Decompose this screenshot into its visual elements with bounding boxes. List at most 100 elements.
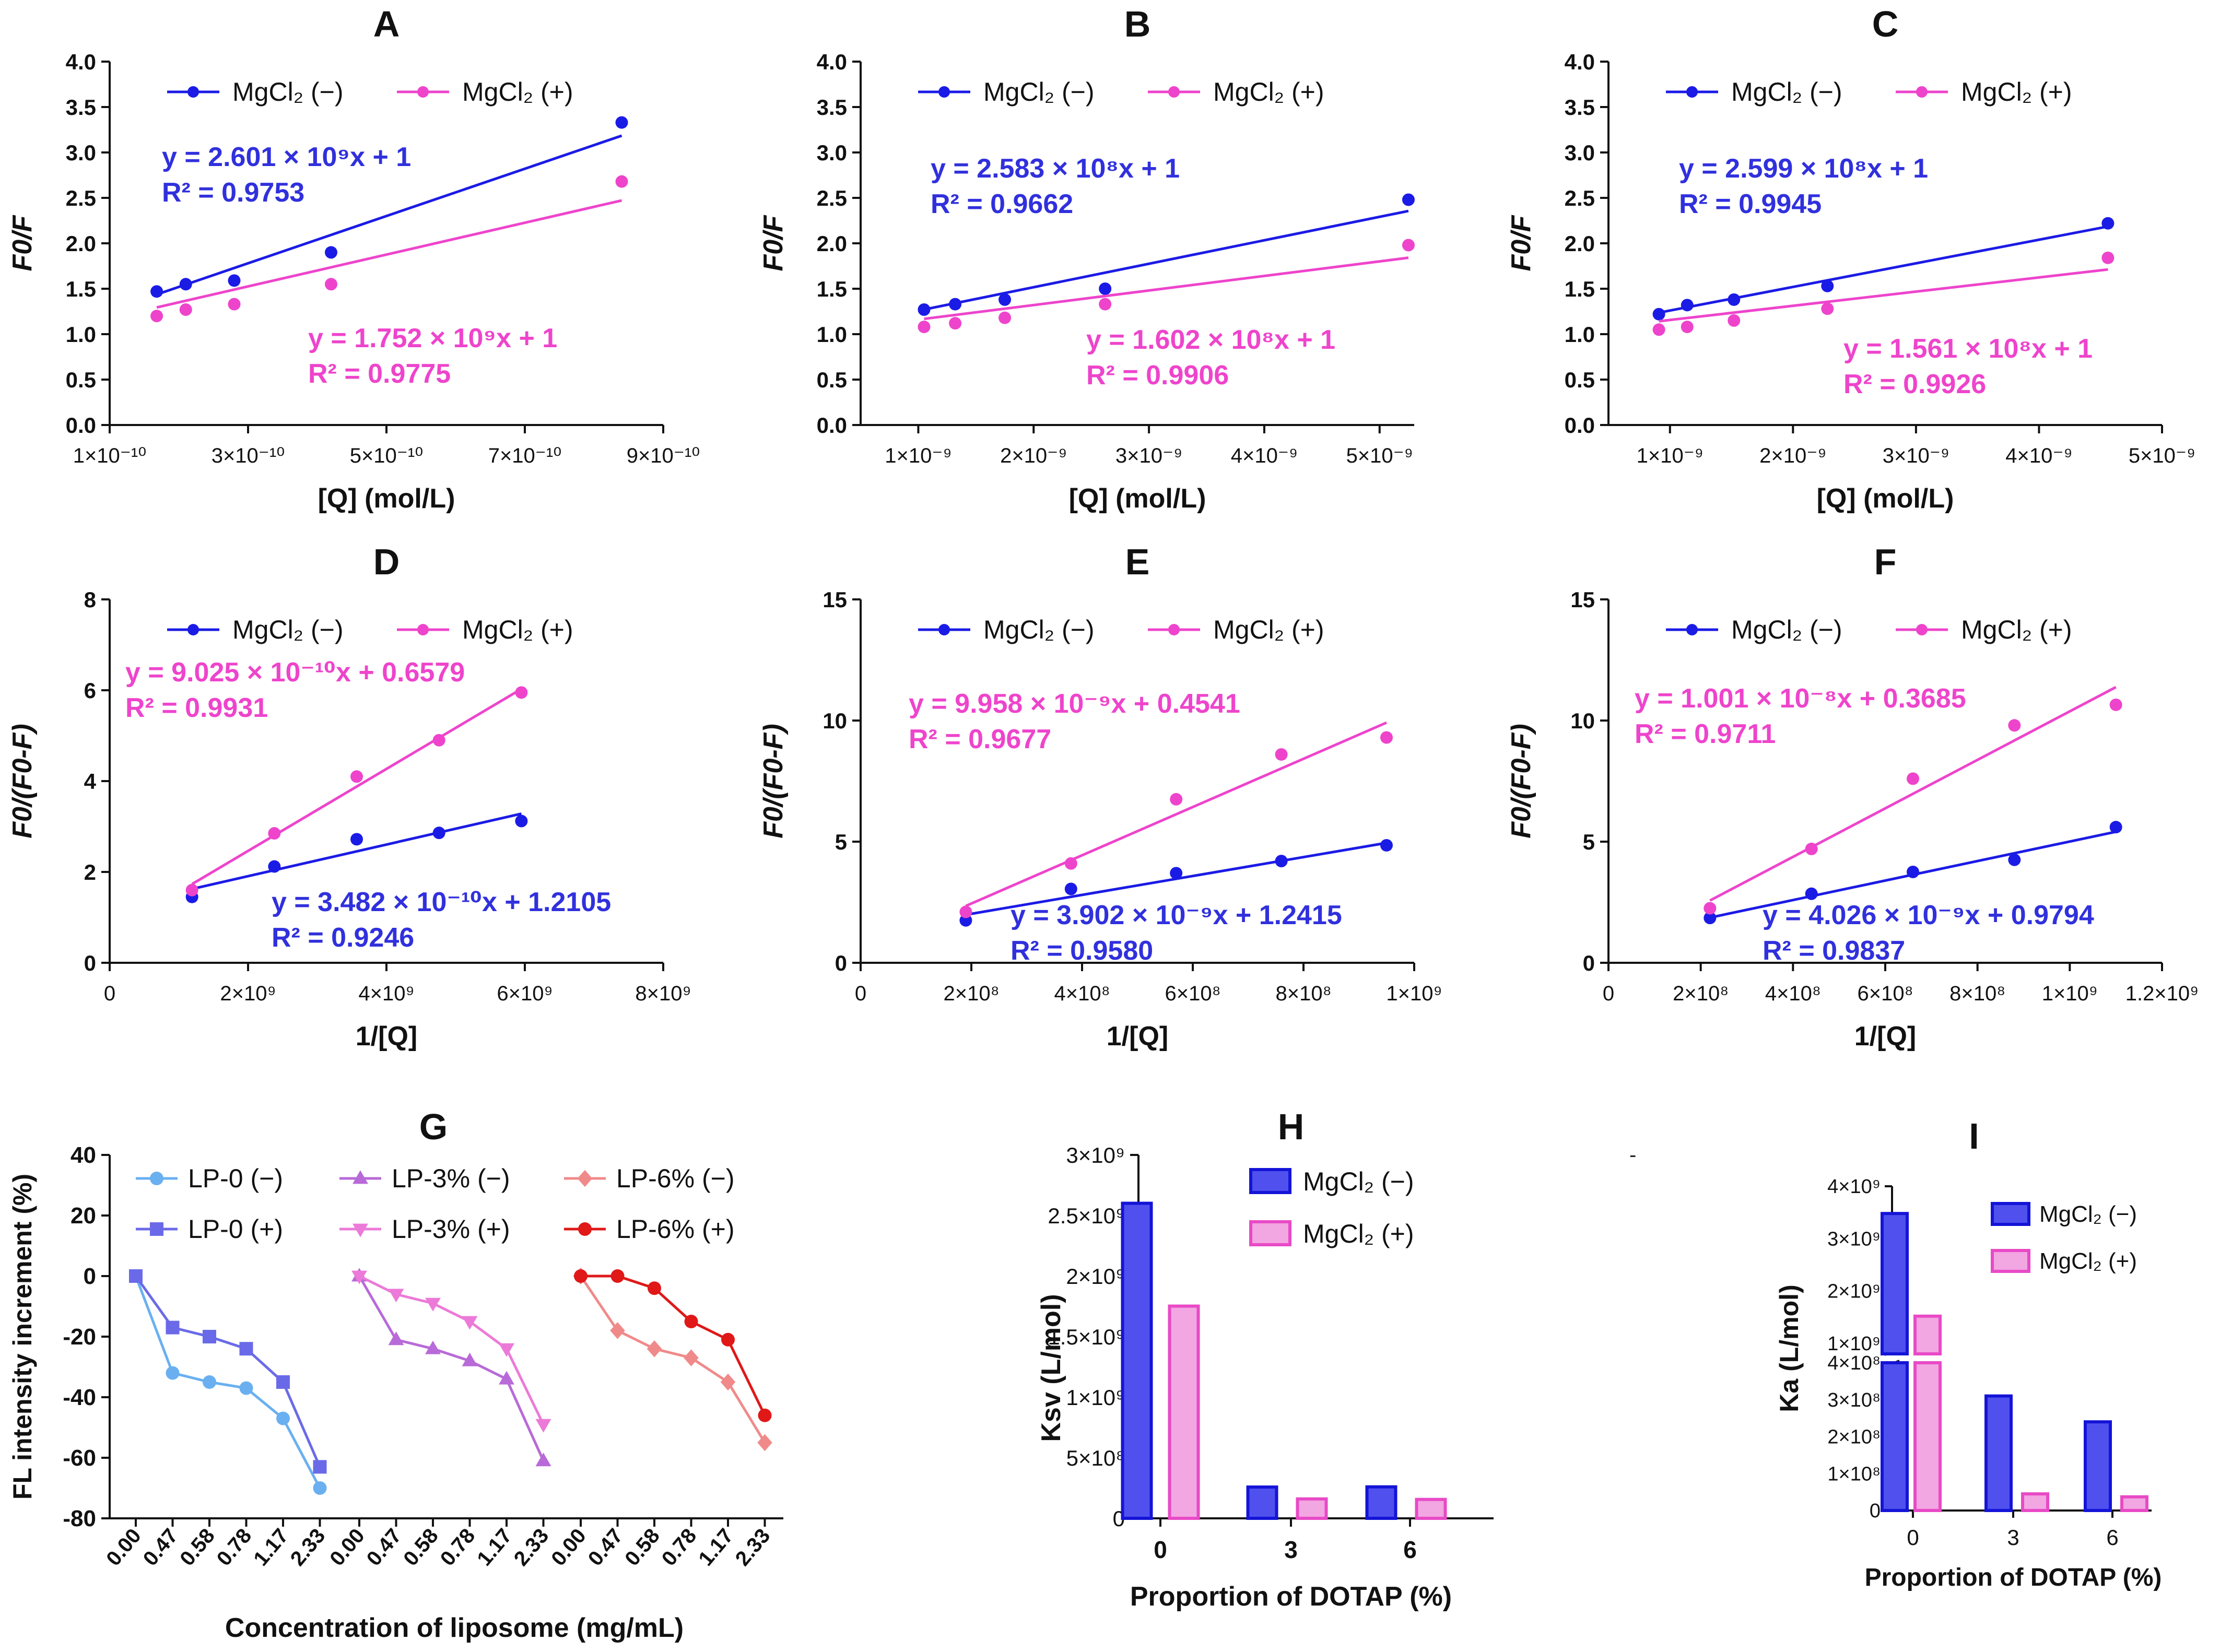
panel-g-data-point	[462, 1352, 478, 1366]
panel-a-ytick-label: 0.5	[66, 368, 96, 392]
panel-b-ytick-label: 0.0	[817, 413, 847, 438]
panel-c-ytick-label: 2.0	[1565, 231, 1595, 256]
panel-b-r2: R² = 0.9906	[1086, 360, 1229, 391]
panel-f-xtick-label: 8×10⁸	[1949, 982, 2005, 1005]
panel-g-xlabel: Concentration of liposome (mg/mL)	[225, 1613, 684, 1643]
panel-g-data-point	[129, 1269, 143, 1283]
panel-e-data-point	[1064, 857, 1077, 870]
panel-f-legend-label: MgCl₂ (−)	[1731, 615, 1842, 644]
panel-c-data-point	[2101, 217, 2115, 230]
panel-g-legend-label: LP-3% (+)	[392, 1214, 510, 1244]
panel-g-xtick-label: 1.17	[473, 1525, 516, 1571]
panel-c-ytick-label: 3.5	[1565, 95, 1595, 120]
panel-a-xtick-label: 3×10⁻¹⁰	[212, 444, 285, 467]
panel-b-data-point	[949, 298, 962, 311]
panel-e-legend-label: MgCl₂ (−)	[983, 615, 1094, 644]
panel-b-xtick-label: 3×10⁻⁹	[1115, 444, 1182, 467]
panel-i-legend-label: MgCl₂ (+)	[2039, 1248, 2137, 1274]
panel-e-ytick-label: 10	[823, 709, 847, 733]
panel-i-ytick-label: 4×10⁸	[1827, 1352, 1881, 1374]
panel-h-bar	[1121, 1201, 1153, 1520]
panel-a-ytick-label: 0.0	[66, 413, 96, 438]
panel-a-legend-marker	[187, 86, 199, 98]
panel-e-ytick-label: 5	[835, 830, 847, 854]
panel-i-title: I	[1969, 1116, 1979, 1157]
panel-g-series-line	[579, 1275, 766, 1444]
panel-a-equation: y = 2.601 × 10⁹x + 1	[162, 142, 411, 172]
panel-c-ytick-label: 2.5	[1565, 186, 1595, 210]
panel-i-ytick-label: 2×10⁹	[1827, 1281, 1881, 1303]
panel-g-legend-marker	[577, 1170, 593, 1187]
panel-g-xtick-label: 0.00	[547, 1525, 591, 1571]
panel-i-bar-upper	[1913, 1314, 1942, 1355]
panel-e-equation: y = 3.902 × 10⁻⁹x + 1.2415	[1011, 900, 1342, 930]
panel-e-xtick-label: 1×10⁹	[1386, 982, 1442, 1005]
panel-d-data-point	[268, 860, 281, 873]
panel-f-xtick-label: 6×10⁸	[1858, 982, 1913, 1005]
panel-h-ylabel: Ksv (L/mol)	[1036, 1294, 1066, 1442]
stray-mark: -	[1629, 1143, 1636, 1166]
panel-f-ytick-label: 5	[1583, 830, 1595, 854]
panel-g-xtick-label: 0.00	[325, 1525, 369, 1571]
panel-g-ytick-label: 40	[71, 1142, 96, 1168]
panel-a-data-point	[325, 246, 337, 259]
panel-g-data-point	[239, 1381, 253, 1395]
panel-f-legend-marker	[1916, 624, 1928, 635]
panel-g-xtick-label: 0.58	[399, 1525, 443, 1571]
panel-e-r2: R² = 0.9677	[909, 724, 1051, 754]
panel-c-data-point	[1652, 308, 1665, 321]
panel-c-data-point	[1681, 321, 1694, 334]
panel-g-ytick-label: -20	[63, 1324, 96, 1350]
panel-c-ylabel: F0/F	[1506, 215, 1536, 271]
panel-e-xtick-label: 0	[855, 982, 866, 1005]
panel-c-fit-line	[1659, 268, 2108, 323]
panel-g-data-point	[388, 1289, 404, 1303]
panel-f-ytick-label: 15	[1570, 587, 1595, 612]
panel-i-ylabel: Ka (L/mol)	[1775, 1284, 1804, 1412]
panel-g-data-point	[276, 1411, 290, 1425]
panel-d-equation: y = 3.482 × 10⁻¹⁰x + 1.2105	[272, 887, 611, 917]
panel-f-xtick-label: 1×10⁹	[2042, 982, 2098, 1005]
panel-e-r2: R² = 0.9580	[1011, 936, 1153, 966]
panel-g-data-point	[574, 1269, 588, 1283]
panel-g-legend-marker	[150, 1172, 163, 1185]
panel-a-r2: R² = 0.9775	[308, 359, 451, 389]
panel-b-equation: y = 1.602 × 10⁸x + 1	[1086, 325, 1335, 355]
panel-g-data-point	[610, 1322, 625, 1339]
panel-i-xtick-label: 0	[1907, 1525, 1919, 1550]
panel-a-r2: R² = 0.9753	[162, 178, 304, 208]
panel-g-xtick-label: 0.78	[213, 1525, 256, 1571]
panel-e-xlabel: 1/[Q]	[1107, 1021, 1168, 1052]
panel-f-r2: R² = 0.9837	[1763, 936, 1905, 966]
panel-c-fit-line	[1659, 225, 2108, 314]
panel-d-ytick-label: 4	[84, 769, 97, 794]
panel-i-bar	[2084, 1420, 2112, 1512]
panel-g-data-point	[684, 1315, 698, 1328]
panel-e-data-point	[1275, 855, 1288, 868]
panel-i-xlabel: Proportion of DOTAP (%)	[1865, 1564, 2162, 1591]
panel-i-ytick-label: 4×10⁹	[1827, 1176, 1881, 1198]
panel-g-title: G	[419, 1106, 448, 1147]
panel-g-data-point	[758, 1408, 772, 1422]
panel-i-ytick-label: 0	[1870, 1500, 1881, 1522]
panel-h-bar	[1296, 1497, 1328, 1520]
panel-b-ytick-label: 1.0	[817, 322, 847, 347]
panel-g-series-line	[358, 1275, 545, 1461]
panel-e-legend-marker	[1168, 624, 1180, 635]
panel-g-xtick-label: 0.78	[657, 1525, 701, 1571]
panel-d-r2: R² = 0.9931	[125, 693, 268, 723]
panel-d-xtick-label: 0	[104, 982, 115, 1005]
panel-b-xtick-label: 5×10⁻⁹	[1346, 444, 1413, 467]
panel-d-fit-line	[192, 812, 522, 891]
panel-g-ytick-label: 20	[71, 1203, 96, 1229]
panel-e-data-point	[1170, 867, 1183, 880]
panel-b-data-point	[918, 303, 931, 316]
panel-c-data-point	[1652, 323, 1665, 336]
panel-d-legend-label: MgCl₂ (+)	[462, 615, 573, 644]
panel-g-legend-label: LP-6% (−)	[616, 1164, 734, 1193]
panel-g-ylabel: FL intensity increment (%)	[8, 1174, 37, 1500]
panel-h-bar	[1365, 1485, 1397, 1520]
panel-d-xtick-label: 6×10⁹	[497, 982, 553, 1005]
panel-f-data-point	[2008, 719, 2021, 732]
panel-a-fit-line	[156, 134, 622, 296]
